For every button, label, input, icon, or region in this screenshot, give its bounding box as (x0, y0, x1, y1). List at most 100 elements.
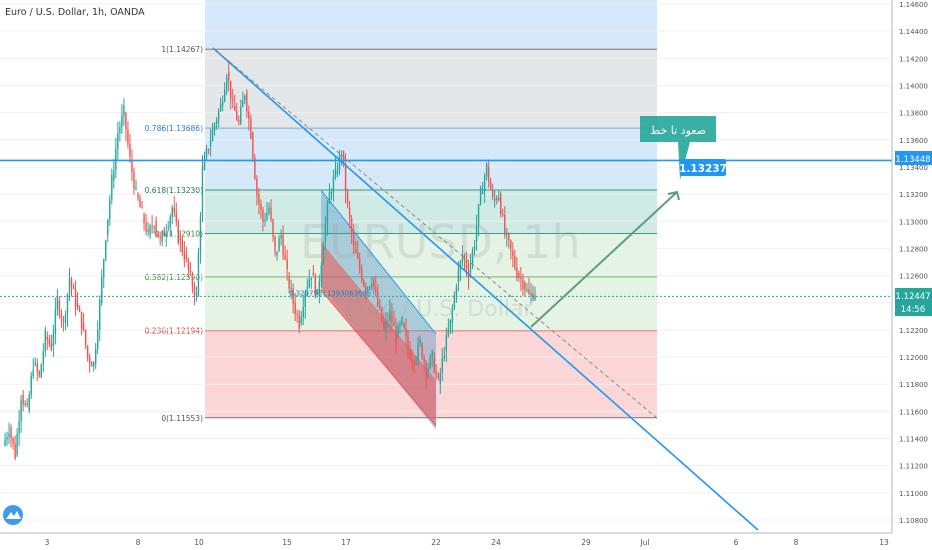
candle-body (479, 187, 482, 205)
candle-body (215, 120, 218, 124)
candle-body (334, 167, 337, 178)
candle-body (240, 106, 242, 124)
y-tick-label: 1.13000 (899, 218, 928, 226)
candle-body (22, 395, 24, 405)
candle-body (270, 207, 272, 220)
falling-channel[interactable] (320, 189, 437, 430)
y-tick-label: 1.12200 (899, 327, 928, 335)
candle-body (403, 323, 405, 329)
x-tick-label: 22 (431, 538, 441, 547)
candle-body (149, 225, 151, 235)
candle-body (246, 92, 248, 112)
candle-body (107, 219, 109, 235)
candle-body (42, 351, 45, 365)
fibonacci-retracement[interactable]: 1(1.14267) 0.786(1.13686) 0.618(1.13230) 0.… (145, 0, 657, 423)
candle-body (310, 277, 313, 280)
candle-body (290, 288, 292, 290)
candle-body (407, 336, 409, 351)
candle-body (530, 292, 532, 296)
channel-top-edge[interactable] (320, 189, 437, 335)
fib-trend-line[interactable] (212, 47, 658, 419)
candle-body (495, 198, 498, 200)
candle-body (225, 77, 228, 90)
fib-level-label-0.786: 0.786(1.13686) (145, 124, 203, 133)
target-price-label[interactable]: 1.13237 (679, 159, 727, 176)
y-tick-label: 1.11600 (899, 408, 928, 416)
candle-body (534, 295, 536, 300)
target-price-text: 1.13237 (679, 163, 727, 175)
candle-body (181, 240, 184, 253)
candle-body (421, 343, 423, 358)
candle-body (28, 394, 30, 412)
y-tick-label: 1.13400 (899, 164, 928, 172)
candle-body (78, 307, 81, 312)
channel-bottom-edge[interactable] (320, 289, 437, 427)
candle-body (54, 309, 57, 334)
candle-body (219, 103, 222, 111)
fib-band-top (205, 0, 657, 50)
candle-body (508, 233, 510, 241)
candle-body (449, 319, 452, 330)
candle-body (254, 158, 256, 179)
candle-body (163, 231, 165, 237)
horizontal-line-price-label[interactable]: 1.13448 (895, 151, 932, 165)
projection-arrow[interactable] (530, 191, 678, 328)
x-tick-label: 6 (734, 538, 739, 547)
time-axis-bg (0, 533, 932, 550)
candle-body (318, 281, 321, 296)
candle-body (475, 226, 478, 242)
candle-body (70, 278, 73, 287)
fib-level-label-1: 1(1.14267) (161, 45, 203, 54)
y-tick-label: 1.12600 (899, 273, 928, 281)
drawings[interactable] (0, 47, 892, 531)
candle-body (481, 191, 484, 195)
horizontal-line-price: 1.13448 (895, 155, 930, 165)
candle-body (365, 285, 367, 294)
candle-body (520, 278, 522, 280)
tradingview-logo-icon[interactable] (3, 505, 23, 525)
candle-body (74, 289, 77, 308)
candle-body (469, 263, 472, 273)
y-tick-label: 1.10800 (899, 517, 928, 525)
candle-body (276, 251, 278, 256)
channel-lower-lane[interactable] (321, 242, 436, 426)
candle-body (175, 212, 178, 222)
current-price-label[interactable]: 1.12447 14:56 (895, 288, 932, 316)
grid (0, 3, 892, 521)
candle-body (328, 191, 331, 204)
candle-body (282, 234, 284, 255)
candle-body (99, 299, 101, 330)
candle-body (502, 214, 504, 216)
candle-body (121, 115, 123, 128)
annotation-callout[interactable]: صعود تا خط (640, 116, 716, 180)
candle-body (415, 359, 417, 361)
candle-body (326, 203, 329, 225)
y-tick-label: 1.12800 (899, 245, 928, 253)
candle-body (12, 437, 14, 444)
candle-body (92, 362, 95, 367)
candle-body (177, 221, 180, 244)
y-tick-label: 1.13800 (899, 110, 928, 118)
candle-body (483, 176, 486, 192)
projection-arrow-head[interactable] (667, 190, 680, 201)
candle-body (528, 289, 530, 294)
candle-body (516, 267, 518, 279)
candle-body (272, 219, 274, 237)
candle-body (229, 80, 232, 100)
candle-body (487, 166, 490, 182)
candle-body (447, 329, 450, 336)
descending-trend-line[interactable] (212, 47, 759, 531)
candle-body (238, 120, 240, 122)
candle-body (203, 157, 206, 170)
candle-body (50, 343, 53, 350)
symbol-title[interactable]: Euro / U.S. Dollar, 1h, OANDA (5, 7, 145, 18)
candle-body (395, 326, 397, 343)
candle-body (44, 330, 47, 352)
candle-body (111, 175, 113, 200)
fib-band-1 (205, 49, 657, 129)
candle-body (209, 140, 212, 147)
candle-body (286, 259, 288, 270)
candle-body (451, 308, 454, 324)
candle-body (46, 336, 49, 340)
candle-body (20, 400, 22, 422)
